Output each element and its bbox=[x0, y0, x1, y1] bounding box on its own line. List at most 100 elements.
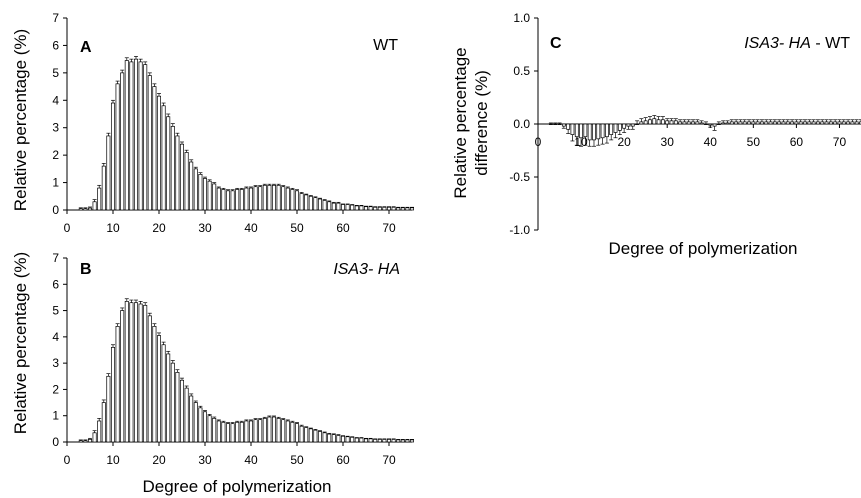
panel-a-y-tick-label: 4 bbox=[52, 93, 59, 107]
panel-c-label-italic: ISA3- HA bbox=[744, 35, 811, 52]
panel-c-bar bbox=[760, 121, 764, 125]
panel-a-bar bbox=[345, 204, 350, 211]
panel-b-y-tick-label: 2 bbox=[52, 382, 59, 396]
panel-b-bar bbox=[281, 419, 286, 443]
panel-b-bar bbox=[115, 325, 120, 443]
panel-c-bar bbox=[716, 123, 721, 125]
panel-b-bar bbox=[175, 371, 180, 443]
panel-a-bar bbox=[207, 180, 212, 211]
panel-b-bar bbox=[373, 439, 378, 443]
panel-c-bar bbox=[807, 121, 812, 125]
panel-c-bar bbox=[596, 123, 601, 140]
panel-c-x-tick-label: 20 bbox=[617, 135, 631, 149]
panel-c-bar bbox=[854, 121, 859, 125]
panel-b-bar bbox=[267, 416, 272, 443]
panel-b-bar bbox=[400, 439, 405, 443]
panel-a-bar bbox=[175, 135, 180, 211]
panel-b-bar bbox=[327, 433, 332, 443]
panel-a-bar bbox=[170, 125, 175, 211]
panel-b-bar bbox=[184, 387, 189, 443]
panel-c-bar bbox=[549, 123, 553, 125]
panel-b-bar bbox=[198, 407, 203, 443]
panel-a-bar bbox=[83, 208, 88, 211]
panel-a-bar bbox=[92, 201, 97, 211]
panel-c-bar bbox=[734, 121, 739, 125]
panel-a-y-tick-label: 3 bbox=[52, 121, 59, 135]
panel-b-y-tick-label: 5 bbox=[52, 304, 59, 318]
panel-a-bar bbox=[327, 201, 332, 211]
panel-b-bar bbox=[244, 420, 249, 443]
panel-b-bar bbox=[239, 421, 244, 443]
panel-a-bar bbox=[87, 207, 92, 211]
panel-c-bar bbox=[785, 121, 790, 125]
panel-c-bar bbox=[639, 121, 644, 125]
panel-c-bar bbox=[747, 121, 751, 125]
panel-b-bar bbox=[396, 439, 401, 443]
panel-b-y-tick-label: 6 bbox=[52, 277, 59, 291]
panel-a-bar bbox=[152, 86, 157, 211]
panel-c-bar bbox=[798, 121, 803, 125]
panel-a-bar bbox=[377, 206, 382, 211]
panel-c-bar bbox=[561, 123, 566, 127]
panel-b-bar bbox=[170, 362, 175, 443]
panel-a-bar bbox=[373, 206, 378, 211]
panel-b-bar bbox=[359, 437, 364, 443]
panel-b-bar bbox=[331, 434, 336, 443]
panel-b-bar bbox=[202, 411, 207, 443]
panel-b-x-tick-label: 60 bbox=[336, 453, 350, 467]
panel-c-bar bbox=[721, 122, 726, 125]
panel-b-bar bbox=[354, 437, 359, 443]
panel-c-bar bbox=[660, 119, 665, 125]
panel-b-bar bbox=[340, 435, 345, 443]
panel-b-bar bbox=[87, 439, 92, 443]
panel-a-bar bbox=[363, 206, 368, 211]
panel-c-bar bbox=[583, 123, 588, 138]
panel-c-bar bbox=[652, 118, 657, 125]
panel-a-bar bbox=[106, 135, 111, 211]
panel-c-bar bbox=[712, 123, 717, 127]
panel-b-bar bbox=[138, 303, 143, 443]
panel-b-bar bbox=[97, 420, 102, 443]
panel-b-y-tick-label: 1 bbox=[52, 409, 59, 423]
panel-c-x-tick-label: 0 bbox=[535, 135, 542, 149]
panel-a-bar bbox=[156, 95, 161, 211]
panel-c-bar bbox=[691, 121, 695, 125]
panel-c-bar bbox=[622, 123, 627, 129]
panel-a-bar bbox=[299, 193, 304, 211]
panel-a-bar bbox=[124, 60, 129, 211]
panel-a-bar bbox=[258, 186, 263, 211]
panel-b-bar bbox=[405, 439, 410, 443]
panel-b-y-tick-label: 0 bbox=[52, 435, 59, 449]
panel-c-bar bbox=[630, 123, 635, 127]
panel-a-x-tick-label: 20 bbox=[152, 221, 166, 235]
panel-c-bar bbox=[811, 121, 816, 125]
panel-a-bar bbox=[304, 194, 309, 211]
panel-b-bar bbox=[189, 395, 194, 443]
panel-c-bar bbox=[768, 121, 773, 125]
panel-c-bar bbox=[605, 123, 609, 138]
panel-b-bar bbox=[304, 427, 309, 443]
panel-a-bar bbox=[120, 72, 125, 211]
panel-a-bar bbox=[147, 75, 152, 211]
panel-b-bar bbox=[290, 421, 295, 443]
panel-b-bar bbox=[382, 439, 387, 443]
panel-a-bar bbox=[221, 189, 226, 211]
panel-b-bar bbox=[124, 301, 129, 443]
panel-a-bar bbox=[400, 207, 405, 211]
panel-c-bar bbox=[566, 123, 571, 130]
panel-b-bar bbox=[221, 421, 226, 443]
panel-b-x-axis-title: Degree of polymerization bbox=[143, 477, 332, 496]
panel-a-bar bbox=[161, 105, 166, 211]
panel-c-bar bbox=[846, 121, 850, 125]
panel-b-bar bbox=[345, 436, 350, 443]
panel-a-bar bbox=[244, 187, 249, 211]
panel-b-bar bbox=[350, 436, 355, 443]
panel-b-bar bbox=[276, 417, 281, 443]
panel-c-bar bbox=[790, 121, 794, 125]
panel-c-bar bbox=[781, 121, 786, 125]
panel-a-bar bbox=[198, 173, 203, 211]
panel-c-bar bbox=[803, 121, 807, 125]
panel-c-bar bbox=[699, 122, 704, 125]
